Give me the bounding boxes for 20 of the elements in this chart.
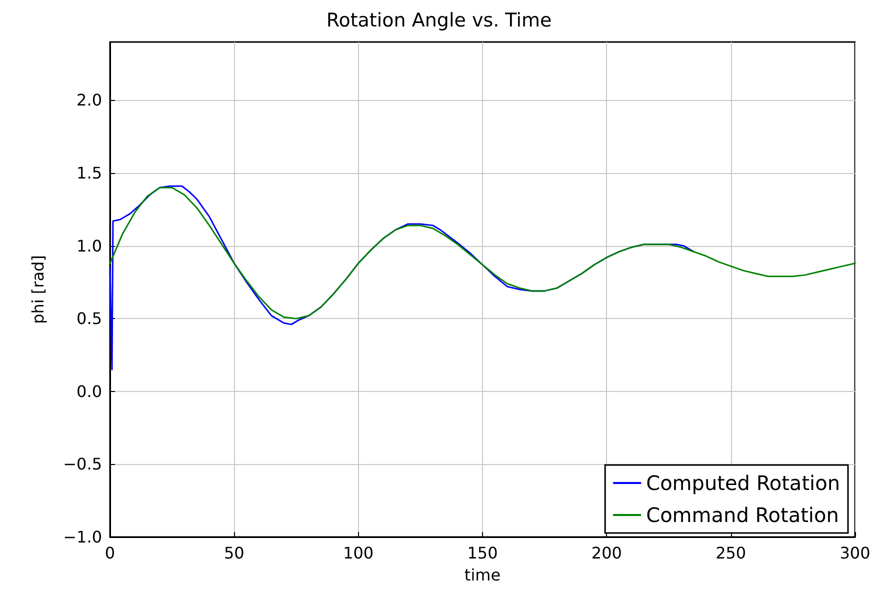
y-tick-label: 0.5 [76, 309, 102, 328]
line-series [109, 186, 856, 320]
x-tick-label: 150 [467, 544, 498, 562]
legend-label: Computed Rotation [646, 471, 840, 495]
y-tick-label: 1.0 [76, 236, 102, 256]
chart-title: Rotation Angle vs. Time [326, 10, 552, 32]
y-axis-title: phi [rad] [28, 255, 48, 324]
x-tick-label: 50 [224, 544, 244, 562]
y-tick-label: 1.5 [76, 164, 102, 183]
x-axis-title: time [464, 566, 501, 584]
x-tick-label: 300 [840, 544, 870, 562]
y-tick-label: −1.0 [63, 528, 102, 546]
y-tick-label: 2.0 [76, 90, 102, 110]
x-tick-label: 200 [591, 544, 622, 562]
y-tick-label: 0.0 [76, 382, 102, 401]
legend-label: Command Rotation [646, 503, 839, 527]
x-tick-label: 250 [716, 544, 746, 562]
y-tick-label: −0.5 [63, 454, 102, 474]
x-tick-label: 100 [343, 544, 374, 562]
x-tick-label: 0 [104, 544, 116, 562]
